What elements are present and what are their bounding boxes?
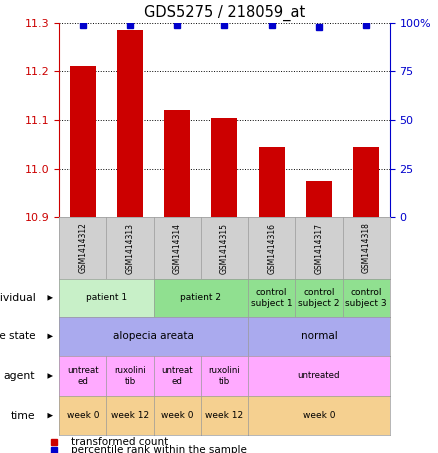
Text: disease state: disease state xyxy=(0,331,35,342)
Text: GSM1414318: GSM1414318 xyxy=(362,222,371,274)
Text: week 12: week 12 xyxy=(111,411,149,420)
Text: GSM1414312: GSM1414312 xyxy=(78,222,87,274)
Bar xyxy=(164,111,190,217)
Text: GSM1414317: GSM1414317 xyxy=(314,222,323,274)
Text: week 0: week 0 xyxy=(161,411,194,420)
Text: untreat
ed: untreat ed xyxy=(67,366,99,386)
Bar xyxy=(353,147,379,217)
Text: GSM1414316: GSM1414316 xyxy=(267,222,276,274)
Text: normal: normal xyxy=(300,331,337,342)
Text: control
subject 2: control subject 2 xyxy=(298,288,340,308)
Text: patient 1: patient 1 xyxy=(86,294,127,302)
Text: GSM1414315: GSM1414315 xyxy=(220,222,229,274)
Bar xyxy=(259,147,285,217)
Text: agent: agent xyxy=(4,371,35,381)
Text: week 0: week 0 xyxy=(303,411,335,420)
Bar xyxy=(70,67,96,217)
Bar xyxy=(117,30,143,217)
Text: percentile rank within the sample: percentile rank within the sample xyxy=(71,444,247,453)
Bar xyxy=(306,181,332,217)
Text: ruxolini
tib: ruxolini tib xyxy=(114,366,146,386)
Text: ruxolini
tib: ruxolini tib xyxy=(208,366,240,386)
Text: week 12: week 12 xyxy=(205,411,244,420)
Text: GSM1414313: GSM1414313 xyxy=(126,222,134,274)
Text: week 0: week 0 xyxy=(67,411,99,420)
Text: control
subject 1: control subject 1 xyxy=(251,288,293,308)
Text: patient 2: patient 2 xyxy=(180,294,221,302)
Bar xyxy=(212,118,237,217)
Text: untreated: untreated xyxy=(298,371,340,381)
Text: time: time xyxy=(11,410,35,421)
Text: individual: individual xyxy=(0,293,35,303)
Text: transformed count: transformed count xyxy=(71,437,169,447)
Text: control
subject 3: control subject 3 xyxy=(346,288,387,308)
Text: untreat
ed: untreat ed xyxy=(162,366,193,386)
Title: GDS5275 / 218059_at: GDS5275 / 218059_at xyxy=(144,5,305,21)
Text: alopecia areata: alopecia areata xyxy=(113,331,194,342)
Text: GSM1414314: GSM1414314 xyxy=(173,222,182,274)
